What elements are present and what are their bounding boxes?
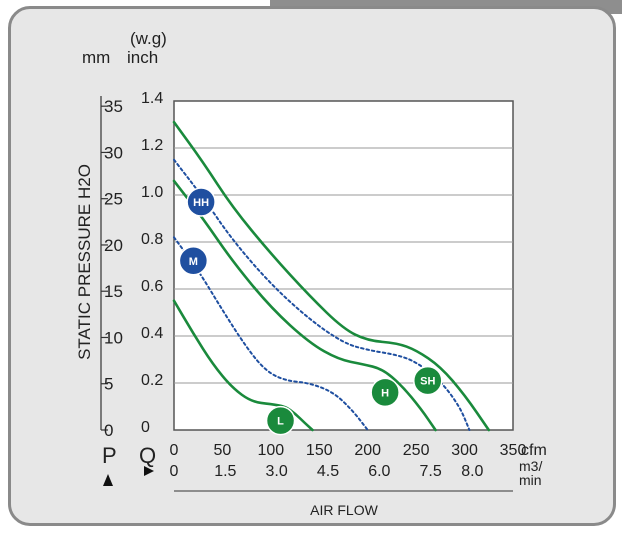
cfm-tick-label: 300	[451, 442, 478, 459]
mm-unit-label: mm	[82, 48, 110, 67]
gridlines	[174, 147, 513, 384]
m3-tick-label: 1.5	[214, 463, 236, 480]
mm-tick-label: 15	[104, 282, 123, 301]
inch-tick-label: 0.6	[141, 278, 163, 295]
inch-tick-label: 0.8	[141, 231, 163, 248]
cfm-tick-label: 100	[258, 442, 285, 459]
series-line-m	[173, 236, 369, 431]
marker-h	[370, 377, 400, 408]
m3-unit-label-line2: min	[519, 472, 542, 488]
cfm-unit-label: cfm	[521, 442, 547, 459]
cfm-tick-label: 250	[403, 442, 430, 459]
series-line-h	[172, 179, 437, 432]
m3-tick-label: 4.5	[317, 463, 339, 480]
marker-label-m: M	[189, 256, 198, 268]
marker-sh	[413, 365, 443, 396]
inch-unit-label: inch	[127, 48, 158, 67]
marker-label-hh: HH	[193, 197, 209, 209]
right-triangle-icon	[144, 466, 154, 476]
up-triangle-icon	[103, 474, 113, 486]
plot-area	[173, 100, 514, 431]
series-markers: HH M SH H L	[178, 187, 443, 436]
mm-tick-label: 0	[104, 421, 113, 440]
inch-tick-label: 1.0	[141, 184, 163, 201]
series-line-l	[172, 299, 314, 432]
mm-tick-label: 5	[104, 375, 113, 394]
marker-hh	[186, 187, 216, 217]
y-axis-title: STATIC PRESSURE H2O	[75, 164, 94, 360]
marker-label-h: H	[381, 387, 389, 399]
x-axis-title: AIR FLOW	[310, 502, 378, 518]
inch-unit-top-label: (w.g)	[130, 29, 167, 48]
m3-tick-label: 7.5	[420, 463, 442, 480]
p-symbol: P	[102, 443, 117, 468]
m3-tick-labels: 0 1.5 3.0 4.5 6.0 7.5 8.0	[170, 463, 484, 480]
inch-tick-label: 0.4	[141, 325, 163, 342]
mm-tick-label: 30	[104, 143, 123, 162]
m3-tick-label: 8.0	[461, 463, 483, 480]
m3-tick-label: 3.0	[266, 463, 288, 480]
marker-label-sh: SH	[420, 376, 435, 388]
m3-tick-label: 0	[170, 463, 179, 480]
cfm-tick-label: 350	[500, 442, 527, 459]
marker-l	[265, 405, 296, 436]
inch-tick-labels: 1.4 1.2 1.0 0.8 0.6 0.4 0.2 0	[141, 90, 163, 436]
series-line-sh	[172, 120, 491, 432]
mm-tick-label: 25	[104, 190, 123, 209]
inch-tick-label: 0	[141, 419, 150, 436]
cfm-tick-label: 0	[170, 442, 179, 459]
cfm-tick-label: 50	[214, 442, 232, 459]
q-symbol: Q	[139, 443, 156, 468]
mm-tick-label: 10	[104, 328, 123, 347]
inch-tick-label: 1.4	[141, 90, 163, 107]
inch-tick-label: 0.2	[141, 372, 163, 389]
inch-tick-label: 1.2	[141, 137, 163, 154]
marker-m	[178, 246, 209, 276]
cfm-tick-labels: 0 50 100 150 200 250 300 350	[170, 442, 527, 459]
m3-tick-label: 6.0	[368, 463, 390, 480]
mm-tick-label: 35	[104, 97, 123, 116]
mm-tick-labels: 35 30 25 20 15 10 5 0	[101, 97, 123, 440]
cfm-tick-label: 150	[306, 442, 333, 459]
m3-unit-label-line1: m3/	[519, 458, 542, 474]
marker-label-l: L	[277, 416, 284, 428]
cfm-tick-label: 200	[354, 442, 381, 459]
mm-tick-label: 20	[104, 236, 123, 255]
